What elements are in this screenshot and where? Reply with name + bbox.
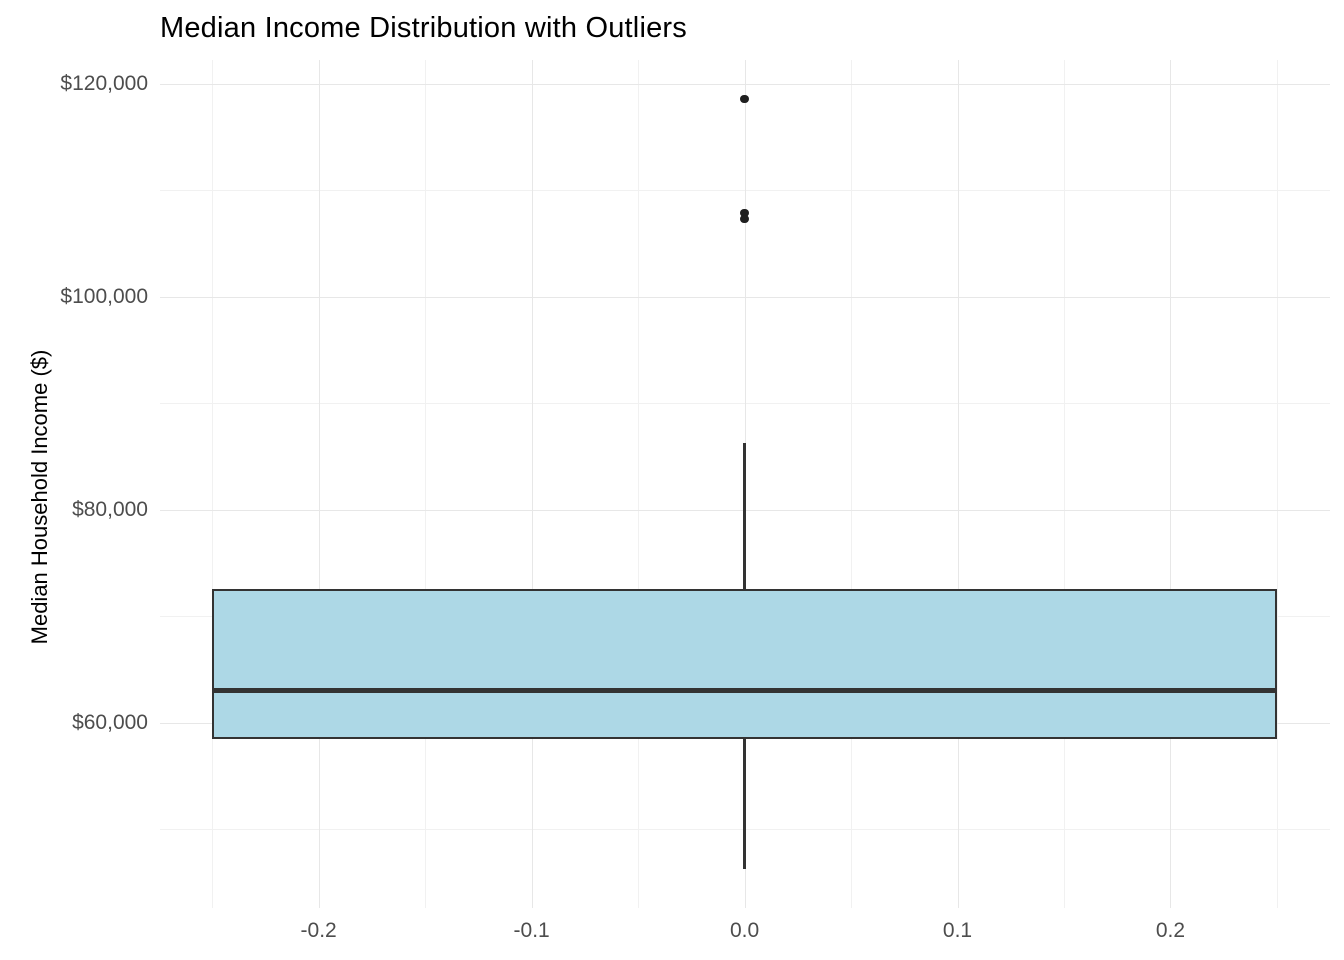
outlier-point bbox=[740, 208, 749, 218]
gridline-x-minor bbox=[1064, 60, 1065, 908]
y-tick-label: $60,000 bbox=[72, 710, 148, 734]
gridline-x-minor bbox=[638, 60, 640, 908]
gridline-x-major bbox=[957, 60, 959, 908]
median-line bbox=[212, 688, 1277, 694]
gridline-x-major bbox=[531, 60, 533, 908]
outlier-point bbox=[740, 94, 749, 104]
gridline-x-major bbox=[1170, 60, 1172, 908]
x-tick-label: 0.1 bbox=[942, 919, 973, 942]
outlier-point bbox=[740, 214, 749, 224]
chart-title: Median Income Distribution with Outliers bbox=[160, 12, 687, 44]
gridline-x-minor bbox=[212, 60, 214, 908]
upper-whisker bbox=[743, 442, 746, 589]
x-tick-label: -0.1 bbox=[513, 919, 550, 942]
gridline-x-minor bbox=[1276, 60, 1278, 908]
lower-whisker bbox=[743, 738, 746, 869]
x-tick-label: 0.0 bbox=[729, 919, 760, 942]
y-tick-label: $120,000 bbox=[60, 71, 148, 95]
iqr-box bbox=[212, 588, 1277, 739]
x-tick-label: 0.2 bbox=[1155, 919, 1186, 942]
y-axis-title: Median Household Income ($) bbox=[27, 349, 52, 645]
gridline-x-major bbox=[318, 60, 320, 908]
gridline-x-minor bbox=[425, 60, 427, 908]
x-tick-label: -0.2 bbox=[300, 919, 337, 942]
y-tick-label: $80,000 bbox=[72, 497, 148, 521]
y-tick-label: $100,000 bbox=[60, 284, 148, 308]
gridline-x-minor bbox=[851, 60, 853, 908]
